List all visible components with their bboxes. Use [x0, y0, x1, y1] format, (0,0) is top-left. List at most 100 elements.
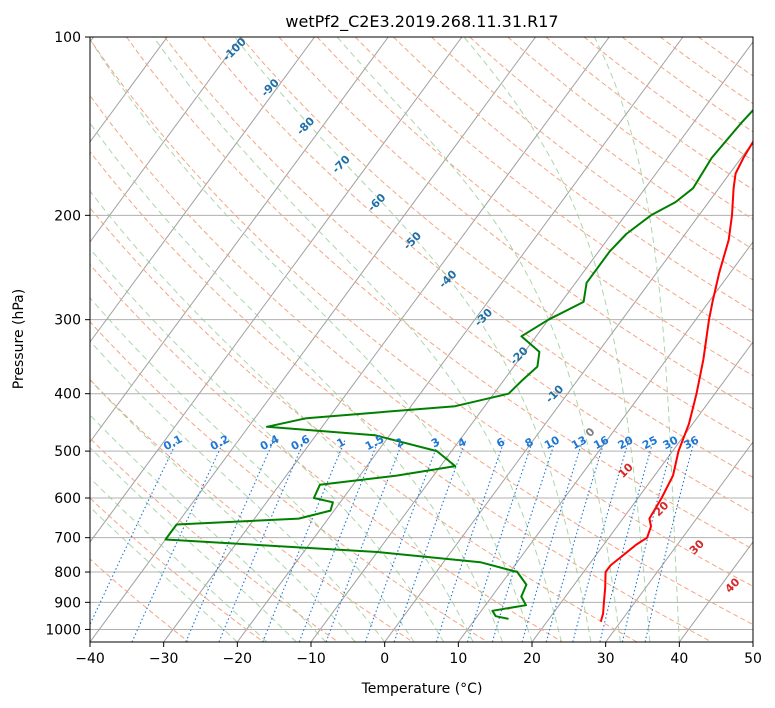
dry-adiabat-line: [90, 94, 753, 626]
dry-adiabat-label: -30: [472, 306, 495, 329]
mixing-ratio-line: [491, 440, 556, 642]
dry-adiabat-line: [431, 37, 753, 281]
mixing-ratio-line: [521, 440, 584, 642]
dry-adiabat-line: [278, 37, 753, 410]
x-tick-label: −20: [223, 651, 253, 667]
x-tick-label: 30: [597, 651, 615, 667]
x-tick-label: 50: [744, 651, 762, 667]
dry-adiabat-label: 10: [616, 460, 636, 480]
y-tick-label: 500: [54, 444, 81, 460]
mixing-ratio-label: 20: [616, 433, 636, 452]
dry-adiabat-line: [583, 37, 753, 162]
mixing-ratio-label: 10: [542, 433, 562, 452]
dry-adiabat-line: [393, 37, 753, 312]
mixing-ratio-line: [218, 440, 305, 642]
dewpoint-profile-line: [164, 108, 753, 620]
mixing-ratio-line: [572, 440, 630, 642]
x-tick-label: 40: [670, 651, 688, 667]
dry-adiabat-label: -10: [543, 382, 566, 405]
mixing-ratio-line: [262, 440, 346, 642]
y-tick-label: 400: [54, 387, 81, 403]
isotherm-line: [90, 37, 389, 443]
mixing-ratio-line: [466, 440, 534, 642]
mixing-ratio-line: [90, 440, 178, 626]
plot-area: 0.1 0.2 0.4 0.6 1 1.5 2 3 4 6 8 10 13 16 20 25 30 36-100-…: [89, 35, 754, 643]
dry-adiabat-line: [90, 38, 753, 587]
moist-adiabat-line: [90, 190, 474, 642]
y-tick-label: 900: [54, 595, 81, 611]
isotherm-line: [90, 37, 242, 243]
isotherm-line: [90, 37, 536, 642]
y-tick-label: 700: [54, 531, 81, 547]
isotherm-line: [752, 641, 753, 642]
moist-adiabat-line: [90, 38, 533, 642]
dry-adiabat-line: [202, 37, 753, 479]
x-tick-label: −40: [75, 651, 105, 667]
moist-adiabat-line: [90, 379, 356, 642]
mixing-ratio-line: [545, 440, 606, 642]
moist-adiabat-line: [90, 122, 503, 642]
dry-adiabat-label: -50: [401, 229, 424, 252]
y-tick-label: 300: [54, 313, 81, 329]
isotherm-line: [384, 141, 753, 642]
dry-adiabat-line: [126, 37, 753, 550]
moist-adiabat-line: [90, 506, 238, 642]
moist-adiabat-line: [90, 477, 268, 642]
dry-adiabat-line: [90, 437, 339, 642]
mixing-ratio-label: 16: [591, 433, 611, 452]
mixing-ratio-label: 30: [661, 433, 681, 452]
isotherm-line: [90, 37, 168, 143]
dry-adiabat-line: [164, 37, 753, 514]
y-axis: 100 200 300 400 500 600 700 800 900 1000: [45, 30, 90, 638]
moist-adiabat-line: [594, 37, 680, 642]
isotherm-line: [236, 37, 684, 642]
mixing-ratio-label: 0.4: [258, 432, 282, 453]
isotherm-line: [605, 441, 753, 642]
mixing-ratio-label: 4: [456, 435, 469, 450]
plot-clip-group: [90, 37, 753, 642]
mixing-ratio-line: [393, 440, 467, 642]
dry-adiabat-line: [90, 321, 488, 642]
temperature-profile-line: [599, 138, 753, 622]
dry-adiabat-line: [90, 378, 414, 642]
moist-adiabat-line: [90, 340, 386, 642]
mixing-ratio-label: 36: [681, 433, 701, 452]
mixing-ratio-line: [621, 440, 675, 642]
moist-adiabat-line: [153, 37, 562, 642]
mixing-ratio-line: [131, 440, 225, 642]
mixing-ratio-label: 0.1: [161, 432, 184, 453]
mixing-ratio-label: 0.2: [208, 432, 231, 453]
x-axis-label: Temperature (°C): [361, 681, 483, 697]
moist-adiabat-line: [90, 297, 415, 642]
mixing-ratio-label: 6: [494, 435, 507, 450]
dry-adiabat-label: 20: [651, 499, 671, 519]
moist-adiabat-line: [336, 37, 621, 642]
y-axis-label: Pressure (hPa): [11, 289, 27, 389]
mixing-ratio-label: 25: [640, 433, 660, 452]
dry-adiabat-line: [659, 37, 753, 105]
dry-adiabat-line: [316, 37, 753, 377]
dry-adiabat-line: [354, 37, 753, 344]
x-axis: −40 −30 −20 −10 0 10 20 30 40 50: [75, 642, 762, 667]
dry-adiabat-line: [90, 207, 638, 642]
chart-title: wetPf2_C2E3.2019.268.11.31.R17: [285, 12, 558, 32]
dry-adiabat-label: -60: [365, 191, 388, 214]
x-tick-label: 20: [523, 651, 541, 667]
mixing-ratio-label: 13: [569, 433, 589, 452]
mixing-ratio-line: [644, 440, 695, 642]
dry-adiabat-line: [240, 37, 753, 444]
x-tick-label: −10: [296, 651, 326, 667]
x-tick-label: 0: [380, 651, 389, 667]
dry-adiabat-label: -40: [436, 267, 459, 290]
x-tick-label: 10: [449, 651, 467, 667]
dry-adiabat-label: 30: [687, 537, 707, 557]
dry-adiabat-line: [545, 37, 753, 191]
mixing-ratio-line: [364, 440, 440, 642]
dry-adiabat-line: [90, 263, 563, 642]
dry-adiabat-label: 40: [723, 575, 743, 595]
mixing-ratio-line: [599, 440, 654, 642]
mixing-ratio-label: 0.6: [289, 432, 313, 453]
dry-adiabat-line: [507, 37, 753, 220]
y-tick-label: 600: [54, 491, 81, 507]
